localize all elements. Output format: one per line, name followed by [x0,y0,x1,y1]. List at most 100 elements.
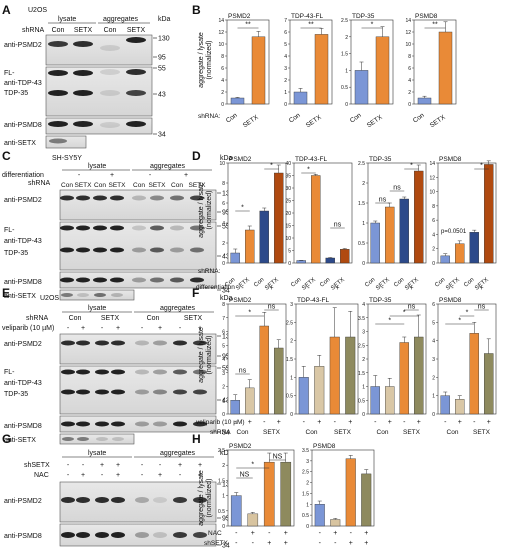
y-tick-label: 2 [362,357,365,363]
y-tick-label: 0.5 [286,394,293,400]
row-label-shrna: shRNA [26,315,49,322]
y-tick-label: 4 [222,221,225,227]
y-tick-label: 2.5 [302,470,309,476]
blot-label-tdp43: anti-TDP-43 [4,80,42,87]
pm-label: - [451,285,454,292]
y-tick-label: 0.5 [341,85,348,91]
pm-label: + [198,325,202,332]
blot-setx [59,433,135,445]
band [173,369,187,375]
band [153,421,167,427]
pm-label: - [141,472,144,479]
pm-label: + [178,462,182,469]
pm-label: - [67,325,70,332]
y-axis-label-line1: aggregate / lysate [198,182,205,238]
y-tick-label: 1.5 [286,357,293,363]
x-category-setx: SETX [366,114,384,130]
chart-title: PSMD2 [228,13,251,20]
chart-b-tdp-35: TDP-35 0 0.5 1 1.5 2 2.5 * [341,13,394,108]
y-tick-label: 3 [362,330,365,336]
blot-psmd8 [59,415,217,433]
band [76,421,90,427]
group-label-lysate: lysate [88,163,106,170]
blot-label-psmd8: anti-PSMD8 [4,279,42,286]
group-label-aggregates: aggregates [160,450,196,457]
kda-unit: kDa [220,295,233,302]
band [126,69,146,75]
y-tick-label: 2 [362,181,365,187]
x-category-con: Con [288,112,302,125]
blot-label-tdp35: TDP-35 [4,90,28,97]
band [60,277,74,283]
blot-label-tdp35: TDP-35 [4,391,28,398]
y-tick-label: 3.5 [358,316,365,322]
y-tick-label: 1.5 [341,52,348,58]
sh-label: Con [147,315,160,322]
y-tick-label: 2.5 [218,448,225,454]
y-tick-label: 0 [284,102,287,108]
y-tick-label: 14 [429,161,435,167]
pm-label: - [403,419,406,426]
bar [385,386,395,415]
band [48,41,68,47]
pm-label: - [303,419,306,426]
pm-label: + [81,472,85,479]
x-category-con: Con [412,112,426,125]
pm-label: + [284,530,288,537]
y-axis-label-line2: (normalized) [206,191,213,230]
band [61,532,75,538]
panel-a-blot: U2OS lysate aggregates shRNA Con SETX Con SETX k… [4,7,171,149]
y-tick-label: 6 [222,201,225,207]
pm-label: + [198,462,202,469]
blot-label-fl: FL- [4,227,15,234]
band [95,340,109,346]
band [60,195,74,201]
band [77,437,89,441]
chart-title: TDP-35 [369,297,392,304]
x-category: Con [393,277,405,289]
x-category: Con [319,277,331,289]
y-tick-label: 2.5 [341,18,348,24]
y-tick-label: 0 [306,524,309,530]
y-axis-label-line1: aggregate / lysate [198,32,205,88]
panel-letter-b: B [192,3,201,17]
y-tick-label: 0 [288,261,291,267]
panel-letter-c: C [2,149,11,163]
bar [263,461,275,527]
chart-title: PSMD8 [439,156,462,163]
pm-label: + [317,419,321,426]
band [153,340,167,346]
band [76,369,90,375]
pm-label: - [268,530,271,537]
bar [230,97,245,105]
sig-label: ns [408,304,416,311]
band [61,340,75,346]
blot-label-psmd8: anti-PSMD8 [4,423,42,430]
band [173,497,187,503]
y-tick-label: 15 [285,224,291,230]
y-tick-label: 2 [222,241,225,247]
lane-label: SETX [149,182,167,189]
y-axis-label-line1: aggregate / lysate [198,470,205,526]
x-row-label-shsetx: shSETX [204,540,229,547]
kda-marker: 95 [222,210,230,217]
y-tick-label: 1.5 [218,478,225,484]
y-tick-label: 4 [284,54,287,60]
band [132,247,146,253]
y-tick-label: 2 [432,247,435,253]
sig-label: ** [308,22,314,29]
band [62,437,74,441]
band [170,277,184,283]
kda-marker: 34 [222,430,230,437]
bar [469,232,479,264]
chart-title: PSMD2 [229,156,252,163]
band [173,389,187,395]
y-tick-label: 3 [290,302,293,308]
chart-title: PSMD2 [229,297,252,304]
chart-title: TDP-43-FL [291,13,324,20]
band [135,369,149,375]
y-tick-label: 6 [284,30,287,36]
y-tick-label: 6 [432,218,435,224]
y-tick-label: 0 [345,102,348,108]
